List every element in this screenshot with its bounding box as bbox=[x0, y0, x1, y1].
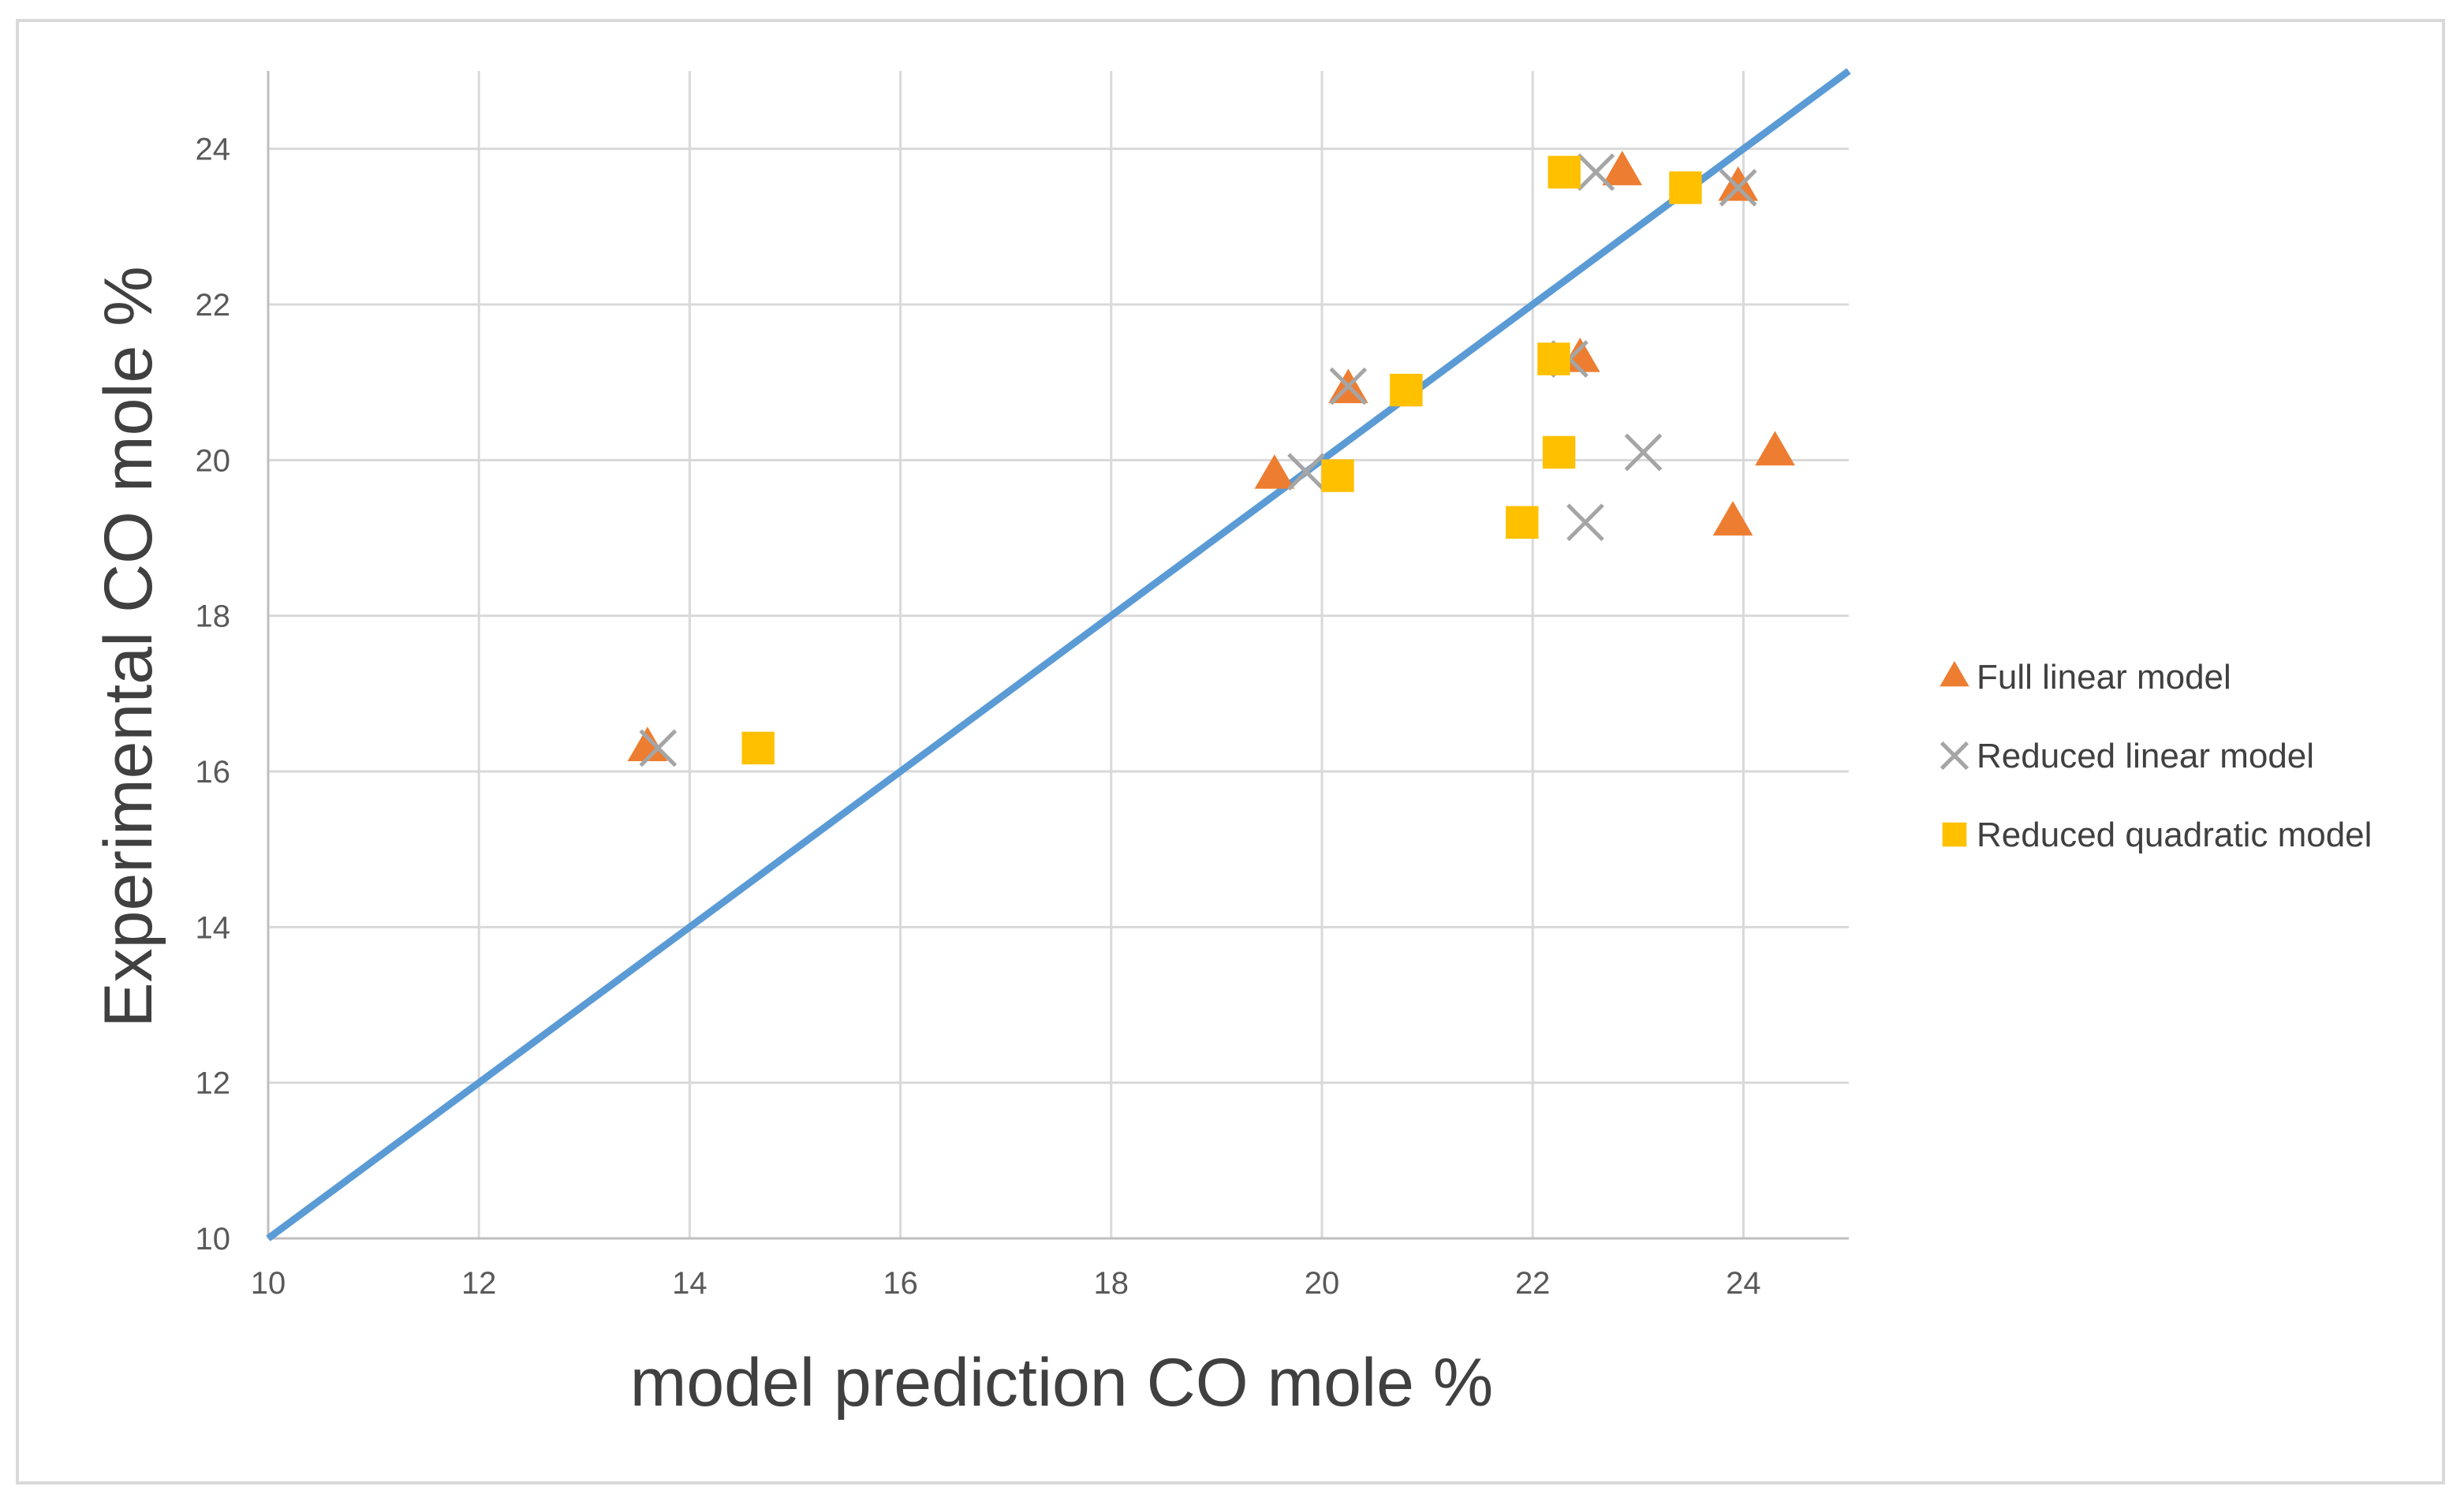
point-full-linear-model bbox=[1712, 501, 1753, 536]
x-stroke bbox=[1566, 503, 1604, 542]
point-reduced-linear-model bbox=[1577, 153, 1615, 192]
x-tick-label: 24 bbox=[1726, 1266, 1761, 1301]
y-tick-label: 22 bbox=[196, 288, 231, 323]
legend-label-full-linear-model: Full linear model bbox=[1977, 658, 2231, 696]
y-tick-label: 20 bbox=[196, 443, 231, 478]
y-tick-label: 14 bbox=[196, 910, 231, 945]
gridlines bbox=[268, 71, 1849, 1238]
point-reduced-linear-model bbox=[1719, 169, 1757, 207]
point-reduced-quadratic-model bbox=[1542, 435, 1576, 469]
x-stroke bbox=[1719, 169, 1757, 207]
legend-marker-reduced-quadratic-model bbox=[1942, 822, 1967, 847]
point-full-linear-model bbox=[1718, 166, 1759, 201]
x-tick-label: 10 bbox=[251, 1266, 286, 1301]
legend-marker-reduced-linear-model bbox=[1939, 741, 1969, 771]
x-stroke bbox=[1287, 453, 1325, 491]
y-tick-label: 12 bbox=[196, 1066, 231, 1101]
point-reduced-quadratic-model bbox=[1390, 373, 1423, 407]
point-reduced-linear-model bbox=[639, 729, 678, 767]
point-reduced-quadratic-model bbox=[741, 731, 775, 765]
point-reduced-quadratic-model bbox=[1321, 459, 1354, 492]
point-full-linear-model bbox=[1602, 151, 1643, 185]
y-tick-labels: 10 12 14 16 18 20 22 24 bbox=[196, 133, 231, 1257]
x-tick-label: 12 bbox=[461, 1266, 497, 1301]
point-full-linear-model bbox=[1560, 337, 1600, 372]
x-stroke bbox=[1577, 153, 1615, 192]
point-reduced-quadratic-model bbox=[1506, 506, 1539, 539]
legend-label-reduced-quadratic-model: Reduced quadratic model bbox=[1977, 816, 2372, 854]
point-full-linear-model bbox=[1254, 454, 1295, 489]
y-tick-label: 16 bbox=[196, 755, 231, 790]
x-tick-labels: 10 12 14 16 18 20 22 24 bbox=[251, 1266, 1761, 1301]
data-points bbox=[627, 151, 1795, 767]
point-reduced-linear-model bbox=[1287, 453, 1325, 491]
axes bbox=[267, 71, 1849, 1240]
legend-marker-full-linear-model bbox=[1939, 660, 1969, 687]
legend-label-reduced-linear-model: Reduced linear model bbox=[1977, 737, 2314, 775]
x-tick-label: 18 bbox=[1094, 1266, 1129, 1301]
reference-line-y-equals-x bbox=[266, 68, 1851, 1242]
point-reduced-quadratic-model bbox=[1537, 342, 1570, 375]
y-tick-label: 18 bbox=[196, 599, 231, 634]
x-axis-title: model prediction CO mole % bbox=[630, 1345, 1494, 1421]
x-tick-label: 20 bbox=[1305, 1266, 1340, 1301]
x-stroke bbox=[639, 729, 678, 767]
point-reduced-linear-model bbox=[1624, 433, 1663, 472]
x-stroke bbox=[1329, 367, 1368, 405]
point-full-linear-model bbox=[627, 726, 668, 762]
x-tick-label: 22 bbox=[1515, 1266, 1551, 1301]
point-reduced-linear-model bbox=[1329, 367, 1368, 405]
x-stroke bbox=[1939, 741, 1969, 771]
chart-frame bbox=[16, 19, 2445, 1484]
legend: Full linear model Reduced linear model Red… bbox=[1939, 658, 2372, 854]
x-tick-label: 16 bbox=[883, 1266, 918, 1301]
y-tick-label: 10 bbox=[196, 1222, 231, 1257]
x-tick-label: 14 bbox=[672, 1266, 707, 1301]
point-reduced-quadratic-model bbox=[1547, 155, 1581, 189]
y-axis-title: Experimental CO mole % bbox=[91, 266, 166, 1027]
point-reduced-quadratic-model bbox=[1669, 171, 1702, 204]
x-stroke bbox=[1624, 433, 1663, 472]
point-full-linear-model bbox=[1755, 431, 1795, 466]
point-reduced-linear-model bbox=[1566, 503, 1604, 542]
y-tick-label: 24 bbox=[196, 133, 231, 167]
